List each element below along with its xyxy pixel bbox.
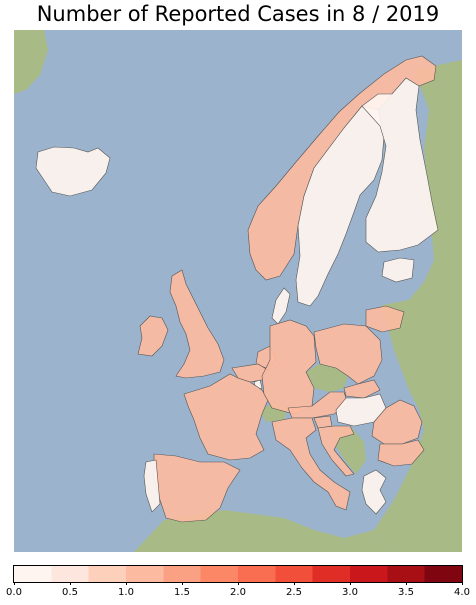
colorbar-tick-mark bbox=[13, 582, 15, 585]
map-frame bbox=[14, 30, 462, 552]
colorbar-tick-label: 1.0 bbox=[118, 587, 134, 598]
colorbar-tick-label: 4.0 bbox=[454, 587, 470, 598]
region-finland[interactable] bbox=[361, 77, 439, 253]
colorbar bbox=[13, 565, 463, 583]
colorbar-tick-mark bbox=[405, 582, 407, 585]
colorbar-tick-label: 1.5 bbox=[174, 587, 190, 598]
region-sweden[interactable] bbox=[295, 105, 385, 307]
map-svg bbox=[14, 30, 462, 552]
region-bulgaria[interactable] bbox=[377, 439, 425, 467]
region-iceland[interactable] bbox=[35, 146, 111, 197]
colorbar-tick-mark bbox=[237, 582, 239, 585]
colorbar-tick-label: 3.0 bbox=[342, 587, 358, 598]
colorbar-tick-mark bbox=[69, 582, 71, 585]
region-greece[interactable] bbox=[361, 469, 387, 515]
region-ireland[interactable] bbox=[137, 315, 169, 357]
region-estonia[interactable] bbox=[381, 257, 415, 283]
region-italy[interactable] bbox=[271, 417, 351, 511]
colorbar-tick-mark bbox=[181, 582, 183, 585]
colorbar-tick-label: 2.5 bbox=[286, 587, 302, 598]
colorbar-tick-mark bbox=[461, 582, 463, 585]
colorbar-tick-label: 2.0 bbox=[230, 587, 246, 598]
region-croatia[interactable] bbox=[317, 425, 355, 477]
colorbar-tick-mark bbox=[293, 582, 295, 585]
region-spain[interactable] bbox=[153, 453, 241, 523]
region-united-kingdom[interactable] bbox=[169, 269, 225, 379]
colorbar-tick-label: 0.0 bbox=[6, 587, 22, 598]
region-lithuania[interactable] bbox=[365, 305, 405, 333]
region-portugal[interactable] bbox=[143, 459, 161, 513]
eastern-europe-land bbox=[374, 60, 462, 552]
colorbar-tick-label: 0.5 bbox=[62, 587, 78, 598]
region-germany[interactable] bbox=[261, 319, 317, 415]
region-slovakia[interactable] bbox=[343, 379, 381, 399]
colorbar-tick-label: 3.5 bbox=[398, 587, 414, 598]
czechia-land bbox=[306, 364, 348, 392]
colorbar-tick-mark bbox=[349, 582, 351, 585]
region-romania[interactable] bbox=[371, 399, 423, 445]
colorbar-tick-mark bbox=[125, 582, 127, 585]
map-title: Number of Reported Cases in 8 / 2019 bbox=[36, 2, 440, 26]
regions-layer bbox=[35, 55, 439, 523]
greenland-land bbox=[14, 30, 48, 94]
region-poland[interactable] bbox=[313, 323, 383, 385]
region-france[interactable] bbox=[183, 373, 269, 461]
